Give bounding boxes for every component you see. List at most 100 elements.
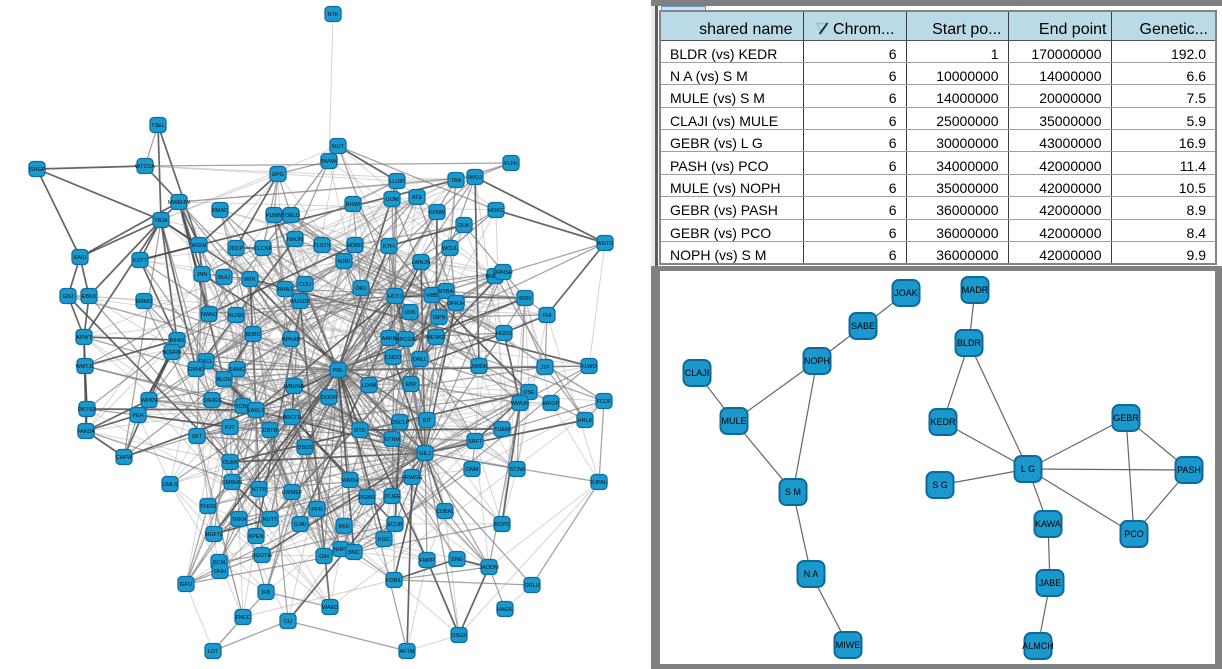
svg-text:WADH: WADH — [342, 478, 359, 484]
svg-text:KGC: KGC — [378, 537, 390, 543]
svg-text:FRWOG: FRWOG — [402, 475, 423, 481]
svg-text:OHH: OHH — [214, 569, 226, 575]
svg-text:TRKH: TRKH — [232, 517, 247, 523]
svg-text:FAKDA: FAKDA — [77, 429, 95, 435]
svg-text:EIT: EIT — [423, 418, 432, 424]
svg-text:S G: S G — [932, 480, 948, 490]
svg-text:GEBR: GEBR — [1113, 413, 1139, 423]
svg-text:HDBR: HDBR — [347, 243, 363, 249]
svg-text:CHFW: CHFW — [116, 455, 133, 461]
svg-text:PPR: PPR — [311, 507, 322, 513]
svg-text:WBUNB: WBUNB — [284, 384, 305, 390]
svg-text:BWWK: BWWK — [320, 159, 338, 165]
svg-text:PUMN: PUMN — [266, 213, 282, 219]
svg-text:DTD: DTD — [354, 428, 365, 434]
svg-text:NHPK: NHPK — [333, 547, 349, 553]
svg-text:JWIDK: JWIDK — [470, 364, 487, 370]
svg-text:GILJ: GILJ — [419, 451, 431, 457]
svg-text:BUU: BUU — [218, 275, 230, 281]
svg-text:OSGF: OSGF — [451, 633, 467, 639]
svg-text:OUMI: OUMI — [223, 460, 238, 466]
svg-text:ALMCH: ALMCH — [1022, 641, 1054, 651]
svg-text:EWMEF: EWMEF — [282, 490, 303, 496]
svg-text:LDIIM: LDIIM — [362, 383, 377, 389]
svg-text:IEFU: IEFU — [180, 582, 193, 588]
svg-text:ISHGP: ISHGP — [28, 167, 45, 173]
svg-text:RHBJ: RHBJ — [278, 287, 293, 293]
svg-text:CLAJI: CLAJI — [685, 368, 710, 378]
svg-text:UDK: UDK — [404, 310, 416, 316]
svg-text:PEH: PEH — [132, 413, 143, 419]
svg-text:HRLK: HRLK — [578, 418, 593, 424]
svg-text:MADR: MADR — [962, 285, 989, 295]
svg-text:KEDR: KEDR — [930, 417, 956, 427]
svg-text:LWNJN: LWNJN — [412, 260, 431, 266]
svg-text:MULE: MULE — [721, 416, 746, 426]
svg-text:HOFC: HOFC — [488, 208, 504, 214]
svg-text:CNDO: CNDO — [385, 355, 402, 361]
svg-text:JAOOM: JAOOM — [479, 565, 499, 571]
svg-text:JDCP: JDCP — [229, 246, 244, 252]
svg-text:N A: N A — [804, 569, 819, 579]
svg-text:DKTSD: DKTSD — [78, 407, 97, 413]
svg-text:CLCNE: CLCNE — [254, 246, 273, 252]
svg-text:CDU: CDU — [299, 282, 311, 288]
svg-text:HGDS: HGDS — [496, 331, 512, 337]
svg-text:RSN: RSN — [519, 296, 531, 302]
svg-text:MESKD: MESKD — [426, 335, 446, 341]
svg-text:KTFI: KTFI — [383, 244, 395, 250]
svg-text:KAIU: KAIU — [74, 255, 87, 261]
svg-text:PCO: PCO — [1124, 529, 1144, 539]
svg-text:DTJEE: DTJEE — [383, 494, 401, 500]
svg-text:MGFTL: MGFTL — [205, 532, 224, 538]
svg-text:EAKLS: EAKLS — [247, 408, 265, 414]
svg-text:DFRJH: DFRJH — [447, 301, 465, 307]
svg-text:KKK: KKK — [338, 524, 349, 530]
svg-text:SRFT: SRFT — [468, 439, 483, 445]
svg-text:AAKK: AAKK — [382, 336, 397, 342]
svg-text:IWOJ: IWOJ — [468, 175, 482, 181]
svg-text:SKT: SKT — [192, 434, 203, 440]
svg-text:NUTT: NUTT — [263, 517, 278, 523]
svg-text:WGW: WGW — [192, 243, 207, 249]
svg-text:TCNH: TCNH — [235, 404, 250, 410]
svg-text:ORJ: ORJ — [356, 286, 367, 292]
svg-text:EBP: EBP — [405, 382, 416, 388]
svg-text:JTF: JTF — [540, 365, 550, 371]
svg-text:RMAC: RMAC — [212, 208, 228, 214]
svg-text:MUT: MUT — [332, 144, 345, 150]
svg-text:FCDF: FCDF — [597, 399, 612, 405]
svg-text:HBB: HBB — [426, 293, 438, 299]
svg-text:L G: L G — [1021, 464, 1035, 474]
svg-text:BIHIU: BIHIU — [170, 338, 185, 344]
svg-text:SAMC: SAMC — [229, 367, 245, 373]
svg-text:CUBAL: CUBAL — [436, 509, 454, 515]
svg-text:BRCTD: BRCTD — [283, 415, 302, 421]
svg-text:ATE: ATE — [412, 195, 423, 201]
svg-text:ONM: ONM — [466, 467, 479, 473]
svg-text:WPKN: WPKN — [141, 398, 158, 404]
svg-text:TFEIG: TFEIG — [200, 504, 216, 510]
svg-text:TBJA: TBJA — [154, 218, 168, 224]
svg-text:NTK: NTK — [328, 12, 339, 18]
svg-text:EBKK: EBKK — [82, 294, 97, 300]
svg-text:DRLL: DRLL — [413, 357, 427, 363]
svg-text:DSE: DSE — [523, 390, 535, 396]
svg-text:FOBIL: FOBIL — [386, 578, 402, 584]
svg-text:GTNM: GTNM — [384, 437, 401, 443]
svg-text:NOPH: NOPH — [804, 356, 830, 366]
svg-text:IFB: IFB — [262, 590, 271, 596]
svg-text:KAWA: KAWA — [1035, 519, 1061, 529]
svg-text:TBA: TBA — [451, 178, 462, 184]
svg-text:TOELD: TOELD — [282, 213, 300, 219]
svg-text:MWEHW: MWEHW — [168, 200, 191, 206]
svg-text:UGOTW: UGOTW — [251, 553, 273, 559]
svg-text:FLWO: FLWO — [581, 364, 597, 370]
svg-text:NTBA: NTBA — [439, 289, 454, 295]
svg-text:APWT: APWT — [76, 335, 93, 341]
svg-text:NWHJ: NWHJ — [201, 312, 217, 318]
svg-text:JABE: JABE — [1039, 578, 1062, 588]
svg-text:URNSH: URNSH — [493, 270, 513, 276]
svg-text:CMRHN: CMRHN — [222, 480, 242, 486]
svg-text:LOT: LOT — [208, 649, 219, 655]
